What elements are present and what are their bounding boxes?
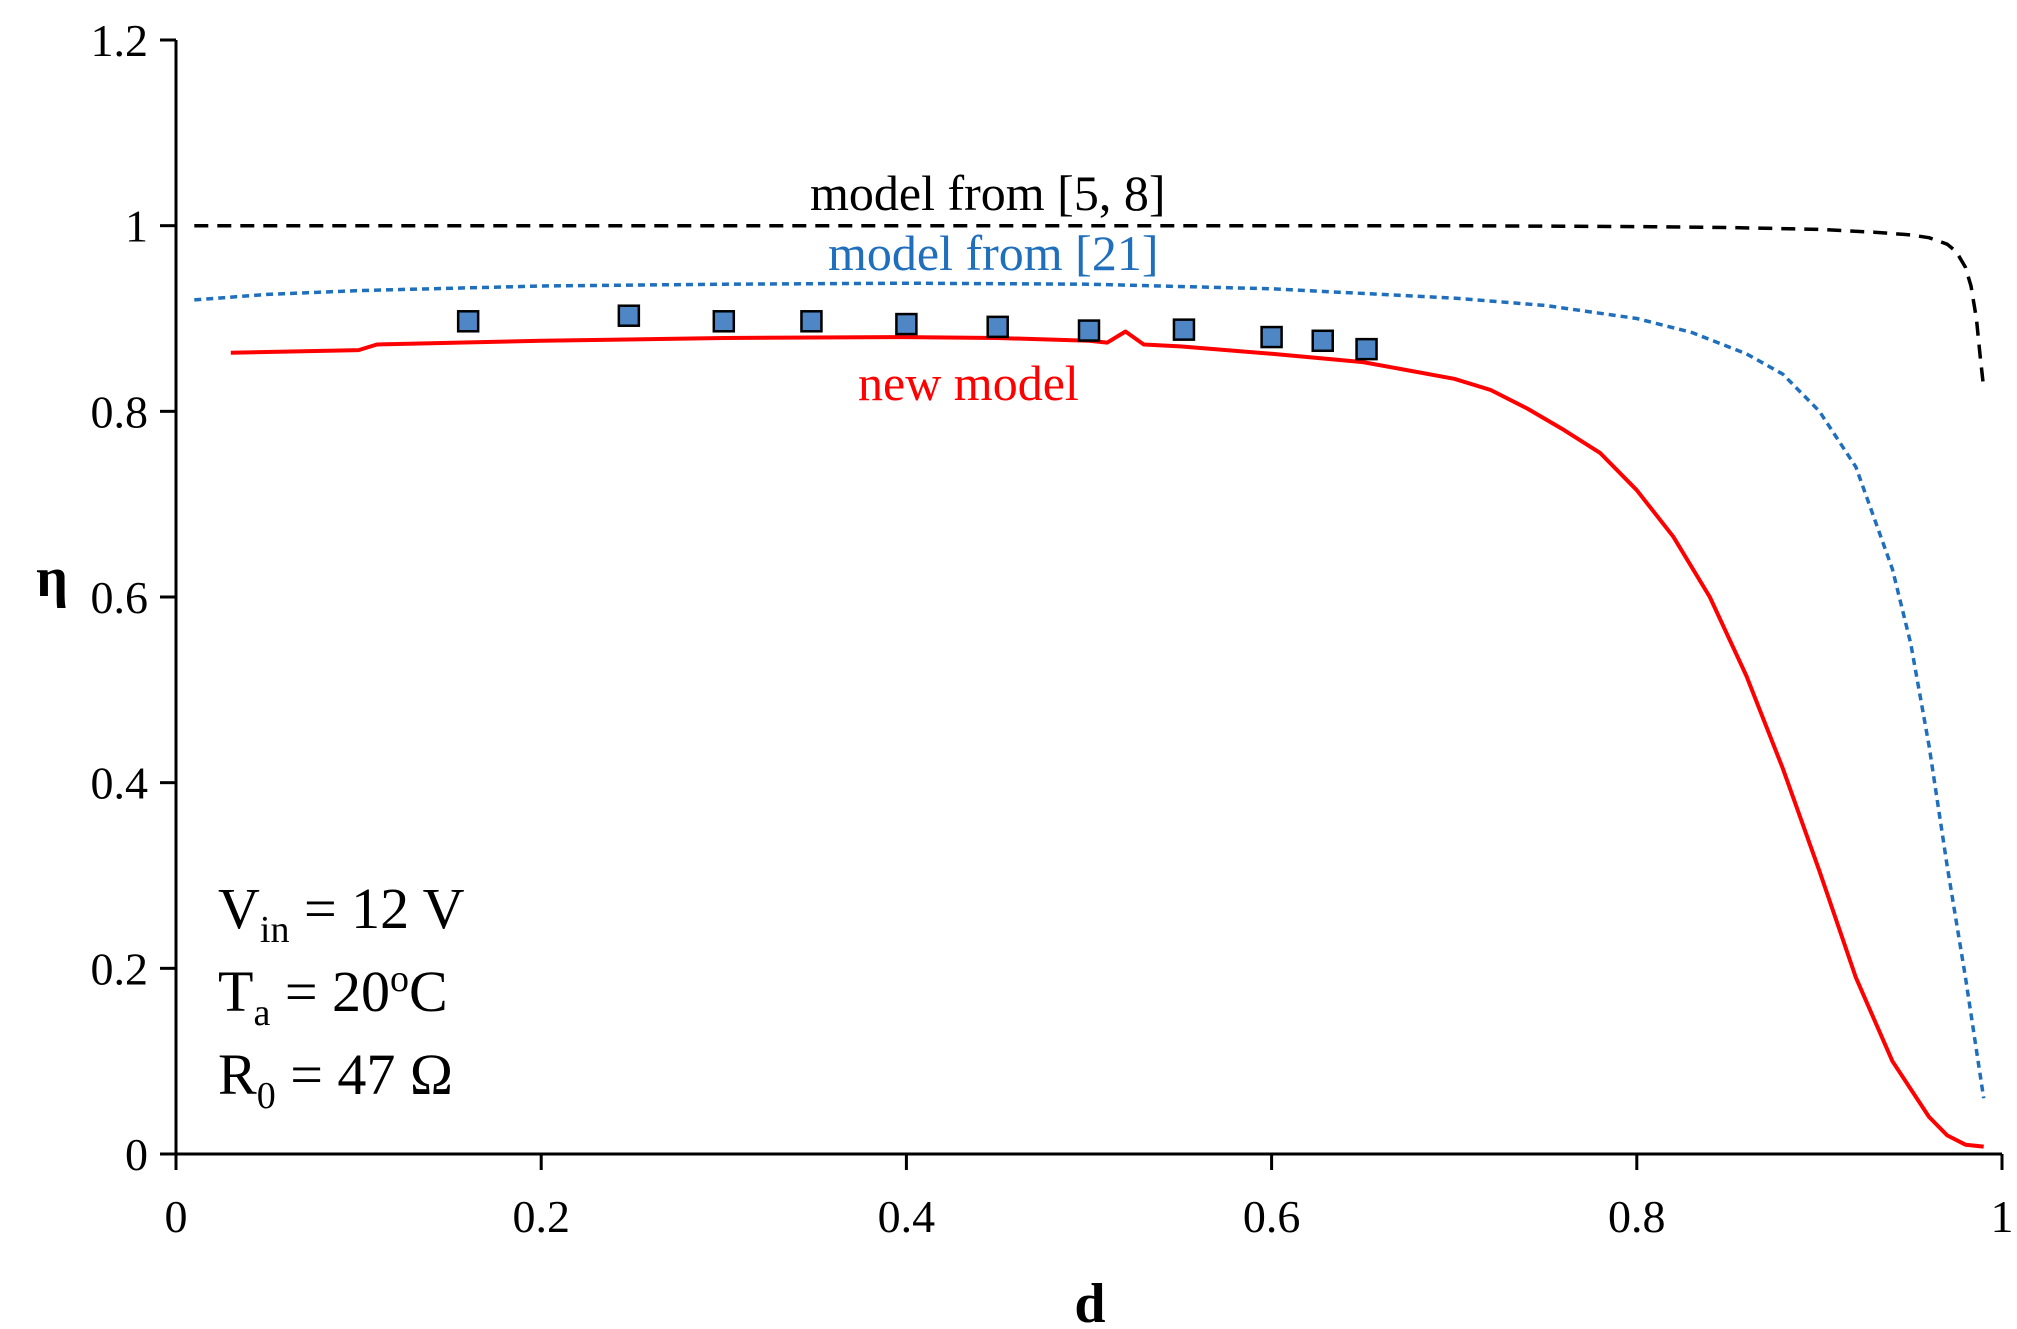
y-tick-label: 0 xyxy=(125,1129,148,1180)
x-tick-label: 0 xyxy=(165,1191,188,1242)
ta-subscript: a xyxy=(253,992,271,1034)
ta-symbol: T xyxy=(218,959,254,1024)
x-tick-label: 1 xyxy=(1991,1191,2014,1242)
x-tick-label: 0.4 xyxy=(878,1191,936,1242)
r0-subscript: 0 xyxy=(256,1075,276,1117)
y-tick-label: 0.4 xyxy=(91,758,149,809)
measured-point xyxy=(1311,329,1334,353)
series-line-2 xyxy=(230,329,1984,1149)
x-axis-title: d xyxy=(1074,1273,1105,1329)
vin-symbol: V xyxy=(218,876,260,941)
plot-markers xyxy=(456,304,1378,361)
r0-value: = 47 Ω xyxy=(275,1042,454,1107)
x-tick-label: 0.8 xyxy=(1608,1191,1666,1242)
series-line-1 xyxy=(194,281,1986,1099)
r0-symbol: R xyxy=(218,1042,257,1107)
y-axis-title: η xyxy=(36,547,68,609)
series-line-0 xyxy=(194,223,1986,389)
y-tick-label: 0.2 xyxy=(91,943,149,994)
measured-point xyxy=(617,304,641,327)
plot-lines xyxy=(194,223,1986,1149)
measured-point xyxy=(986,315,1009,339)
y-tick-label: 1.2 xyxy=(91,15,149,66)
measured-point xyxy=(1172,318,1196,341)
y-tick-label: 0.6 xyxy=(91,572,149,623)
label-new-model: new model xyxy=(858,355,1079,411)
vin-subscript: in xyxy=(259,909,290,951)
x-tick-label: 0.2 xyxy=(512,1191,570,1242)
ta-value: = 20 xyxy=(270,959,391,1024)
label-model-5-8: model from [5, 8] xyxy=(810,165,1165,221)
ta-degree: o xyxy=(390,958,410,1000)
label-model-21: model from [21] xyxy=(828,225,1158,281)
axes xyxy=(160,38,2004,1170)
measured-point xyxy=(712,310,736,333)
measured-point xyxy=(456,310,480,333)
measured-point xyxy=(895,312,918,336)
condition-ta: Ta = 20oC xyxy=(218,960,448,1032)
measured-point xyxy=(800,310,823,333)
measured-point xyxy=(1355,337,1378,361)
y-tick-label: 0.8 xyxy=(91,386,149,437)
measured-point xyxy=(1260,325,1283,349)
tick-labels: 0 0.2 0.4 0.6 0.8 1 0 0.2 0.4 0.6 0.8 1 1.2 xyxy=(91,15,2014,1242)
ta-unit: C xyxy=(409,959,448,1024)
condition-vin: Vin = 12 V xyxy=(218,880,465,951)
measured-point xyxy=(1077,319,1101,342)
vin-value: = 12 V xyxy=(289,876,465,941)
x-tick-label: 0.6 xyxy=(1243,1191,1301,1242)
y-tick-label: 1 xyxy=(125,201,148,252)
condition-r0: R0 = 47 Ω xyxy=(218,1046,453,1117)
